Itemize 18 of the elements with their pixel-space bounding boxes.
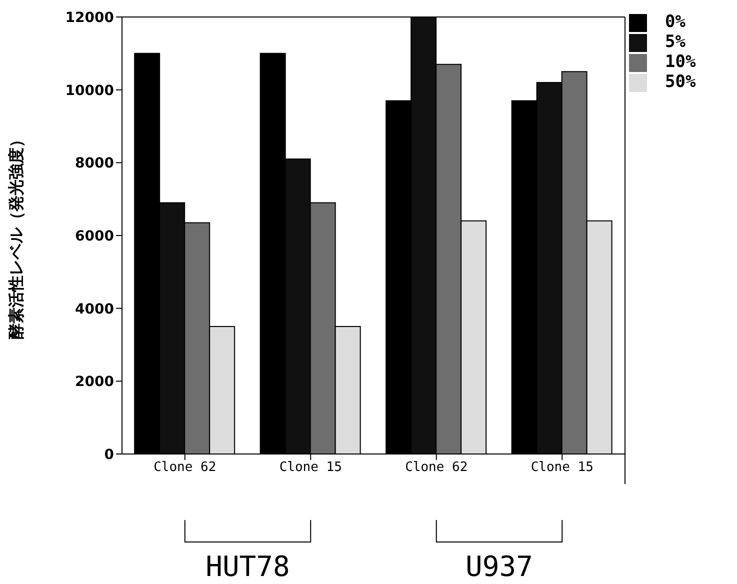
legend-label: 10% bbox=[665, 52, 696, 72]
x-tick-label: Clone 15 bbox=[530, 460, 594, 476]
y-tick-label: 2000 bbox=[75, 374, 114, 390]
y-tick-label: 8000 bbox=[75, 156, 114, 172]
text: U937 bbox=[466, 550, 533, 583]
y-tick-label: 10000 bbox=[65, 82, 114, 99]
x-tick-label: Clone 62 bbox=[154, 460, 216, 476]
x-tick-label: Clone 15 bbox=[279, 460, 342, 476]
text: HUT78 bbox=[206, 550, 290, 583]
legend-label: 5% bbox=[665, 32, 686, 52]
legend-label: 50% bbox=[665, 72, 696, 92]
y-axis-title: 酵素活性レベル（発光強度） bbox=[6, 132, 26, 340]
y-tick-label: 0 bbox=[104, 446, 114, 463]
legend-label: 0% bbox=[665, 12, 686, 32]
x-tick-label: Clone 62 bbox=[405, 460, 468, 476]
y-tick-label: 12000 bbox=[65, 10, 114, 26]
y-tick-label: 6000 bbox=[75, 228, 114, 244]
y-tick-label: 4000 bbox=[75, 301, 114, 318]
